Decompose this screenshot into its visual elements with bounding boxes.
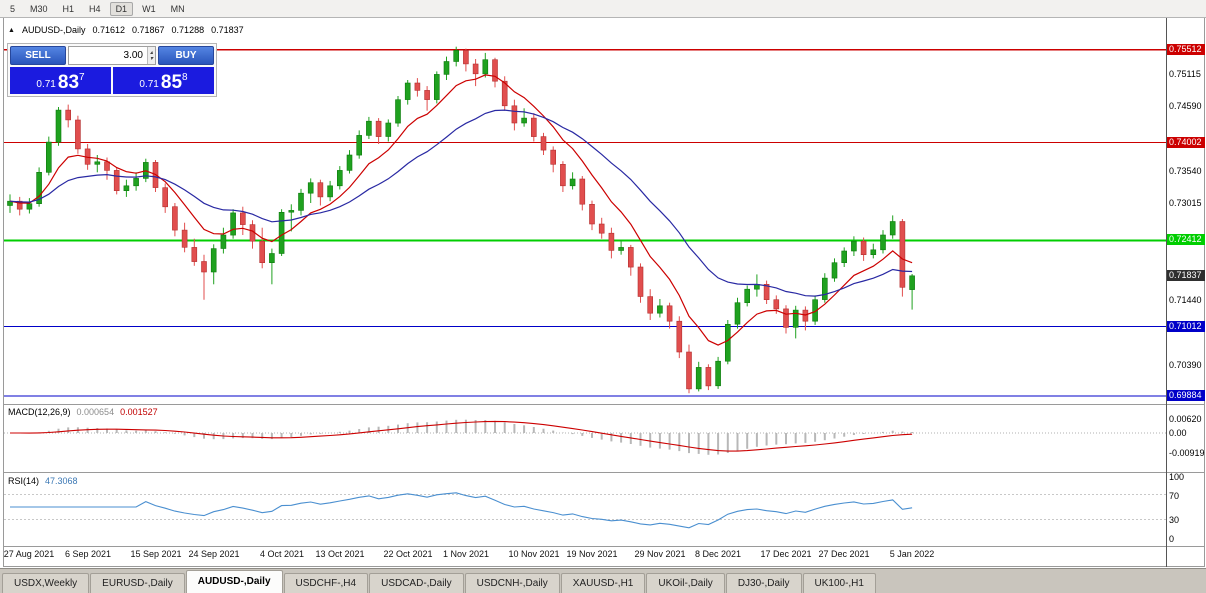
date-axis-label: 19 Nov 2021 — [566, 549, 618, 559]
volume-value[interactable]: 3.00 — [123, 50, 143, 61]
level-price-tag: 0.74002 — [1167, 137, 1205, 148]
macd-name: MACD(12,26,9) — [8, 407, 71, 417]
price-axis-tick: 0.74590 — [1169, 101, 1202, 111]
chart-canvas[interactable] — [0, 0, 1206, 568]
date-axis-label: 10 Nov 2021 — [508, 549, 560, 559]
rsi-axis-tick: 100 — [1169, 472, 1185, 482]
current-price-tag: 0.71837 — [1167, 270, 1205, 281]
date-axis-label: 27 Dec 2021 — [818, 549, 870, 559]
buy-button[interactable]: BUY — [158, 46, 214, 65]
chart-tab-eurusd-daily[interactable]: EURUSD-,Daily — [90, 573, 185, 593]
timeframe-toolbar: 5 M30 H1 H4 D1 W1 MN — [0, 0, 1206, 17]
price-axis-tick: 0.73015 — [1169, 198, 1202, 208]
date-axis-label: 6 Sep 2021 — [64, 549, 112, 559]
timeframe-button-h1[interactable]: H1 — [62, 3, 75, 14]
date-axis-label: 17 Dec 2021 — [760, 549, 812, 559]
rsi-axis-tick: 0 — [1169, 534, 1175, 544]
buy-price-display[interactable]: 0.71 85 8 — [113, 67, 214, 94]
chart-tab-usdx-weekly[interactable]: USDX,Weekly — [2, 573, 90, 593]
buy-price-pip: 8 — [182, 72, 188, 83]
macd-label: MACD(12,26,9) 0.000654 0.001527 — [8, 407, 158, 417]
trade-panel-collapse-icon[interactable]: ▲ — [8, 26, 15, 34]
chart-tab-ukoil-daily[interactable]: UKOil-,Daily — [646, 573, 725, 593]
date-axis-label: 24 Sep 2021 — [188, 549, 240, 559]
buy-price-prefix: 0.71 — [139, 79, 159, 90]
timeframe-button-d1[interactable]: D1 — [109, 1, 134, 16]
level-price-tag: 0.69884 — [1167, 390, 1205, 401]
timeframe-button-mn[interactable]: MN — [170, 3, 185, 14]
timeframe-button-m30[interactable]: M30 — [30, 3, 48, 14]
sell-price-prefix: 0.71 — [36, 79, 56, 90]
level-price-tag: 0.75512 — [1167, 44, 1205, 55]
chart-tab-usdcnh-daily[interactable]: USDCNH-,Daily — [464, 573, 560, 593]
volume-down-icon[interactable]: ▾ — [149, 55, 153, 62]
one-click-trading-panel: SELL 3.00 ▴ ▾ BUY 0.71 83 7 0.71 85 8 — [7, 43, 217, 97]
date-axis-label: 27 Aug 2021 — [3, 549, 55, 559]
chart-symbol-line: ▲ AUDUSD-,Daily 0.71612 0.71867 0.71288 … — [8, 25, 244, 35]
date-axis-label: 29 Nov 2021 — [634, 549, 686, 559]
price-axis-tick: 0.70390 — [1169, 360, 1202, 370]
timeframe-button-5[interactable]: 5 — [10, 3, 16, 14]
macd-signal-value: 0.001527 — [120, 407, 158, 417]
date-axis-label: 8 Dec 2021 — [694, 549, 742, 559]
sell-price-display[interactable]: 0.71 83 7 — [10, 67, 111, 94]
time-axis[interactable]: 27 Aug 2021 6 Sep 2021 15 Sep 2021 24 Sep 2… — [0, 549, 1166, 563]
volume-input[interactable]: 3.00 ▴ ▾ — [68, 46, 156, 65]
chart-tab-xauusd-h1[interactable]: XAUUSD-,H1 — [560, 573, 646, 593]
price-axis[interactable]: 0.75512 0.74002 0.72412 0.71012 0.69884 0.718… — [1167, 18, 1206, 566]
rsi-label: RSI(14) 47.3068 — [8, 476, 78, 486]
ohlc-close: 0.71837 — [211, 25, 244, 35]
ohlc-open: 0.71612 — [92, 25, 125, 35]
price-axis-tick: 0.73540 — [1169, 166, 1202, 176]
buy-price-big: 85 — [160, 72, 183, 93]
rsi-axis-tick: 70 — [1169, 491, 1180, 501]
date-axis-label: 22 Oct 2021 — [383, 549, 433, 559]
rsi-axis-tick: 30 — [1169, 515, 1180, 525]
date-axis-label: 1 Nov 2021 — [442, 549, 490, 559]
level-price-tag: 0.71012 — [1167, 321, 1205, 332]
chart-tab-usdchf-h4[interactable]: USDCHF-,H4 — [283, 573, 369, 593]
date-axis-label: 4 Oct 2021 — [259, 549, 305, 559]
chart-tab-usdcad-daily[interactable]: USDCAD-,Daily — [369, 573, 464, 593]
volume-spinner[interactable]: ▴ ▾ — [146, 47, 155, 64]
timeframe-button-w1[interactable]: W1 — [142, 3, 156, 14]
chart-tabs-bar: USDX,Weekly EURUSD-,Daily AUDUSD-,Daily USD… — [0, 568, 1206, 593]
date-axis-label: 15 Sep 2021 — [130, 549, 182, 559]
price-axis-tick: 0.75115 — [1169, 69, 1201, 79]
level-price-tag: 0.72412 — [1167, 234, 1205, 245]
rsi-name: RSI(14) — [8, 476, 40, 486]
rsi-value: 47.3068 — [45, 476, 78, 486]
macd-main-value: 0.000654 — [76, 407, 115, 417]
macd-axis-tick: 0.00620 — [1169, 414, 1202, 424]
sell-price-pip: 7 — [79, 72, 85, 83]
ohlc-high: 0.71867 — [132, 25, 165, 35]
price-axis-tick: 0.71440 — [1169, 295, 1202, 305]
macd-axis-tick: 0.00 — [1169, 428, 1187, 438]
chart-tab-audusd-daily[interactable]: AUDUSD-,Daily — [185, 570, 283, 593]
chart-tab-dj30-daily[interactable]: DJ30-,Daily — [725, 573, 802, 593]
timeframe-button-h4[interactable]: H4 — [89, 3, 101, 14]
sell-button[interactable]: SELL — [10, 46, 66, 65]
macd-axis-tick: -0.00919 — [1169, 448, 1205, 458]
sell-price-big: 83 — [57, 72, 80, 93]
volume-up-icon[interactable]: ▴ — [149, 49, 153, 56]
date-axis-label: 13 Oct 2021 — [315, 549, 365, 559]
symbol-title: AUDUSD-,Daily — [21, 25, 86, 35]
ohlc-low: 0.71288 — [171, 25, 205, 35]
chart-tab-uk100-h1[interactable]: UK100-,H1 — [802, 573, 876, 593]
date-axis-label: 5 Jan 2022 — [889, 549, 935, 559]
